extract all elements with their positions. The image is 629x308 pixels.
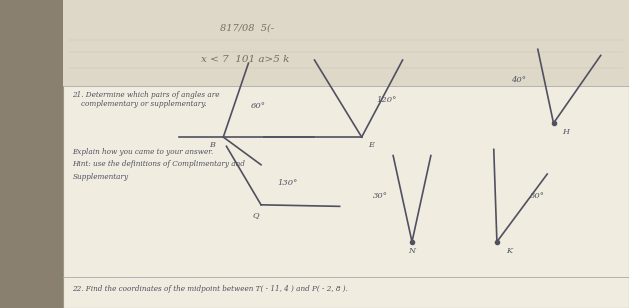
Text: K: K <box>506 247 513 255</box>
Text: Supplementary: Supplementary <box>72 173 128 180</box>
Text: 130°: 130° <box>277 179 298 187</box>
Text: Explain how you came to your answer.: Explain how you came to your answer. <box>72 148 214 156</box>
Text: Hint: use the definitions of Complimentary and: Hint: use the definitions of Complimenta… <box>72 160 245 168</box>
Text: 50°: 50° <box>530 192 545 200</box>
FancyBboxPatch shape <box>63 0 629 86</box>
Text: Q: Q <box>253 212 259 220</box>
Text: E: E <box>368 141 374 149</box>
Text: 22. Find the coordinates of the midpoint between T( - 11, 4 ) and P( - 2, 8 ).: 22. Find the coordinates of the midpoint… <box>72 285 348 293</box>
Text: 817/08  5(-: 817/08 5(- <box>220 24 274 33</box>
FancyBboxPatch shape <box>63 0 629 308</box>
Text: H: H <box>562 128 570 136</box>
Text: 60°: 60° <box>250 102 265 110</box>
FancyBboxPatch shape <box>0 0 63 308</box>
Text: complementary or supplementary.: complementary or supplementary. <box>72 100 207 108</box>
Text: N: N <box>408 247 416 255</box>
Text: 120°: 120° <box>377 96 397 104</box>
Text: 21. Determine which pairs of angles are: 21. Determine which pairs of angles are <box>72 91 220 99</box>
Text: x < 7  101 a>5 k: x < 7 101 a>5 k <box>201 55 290 63</box>
Text: B: B <box>209 141 215 149</box>
Text: 30°: 30° <box>373 192 388 200</box>
Text: 40°: 40° <box>511 76 526 84</box>
